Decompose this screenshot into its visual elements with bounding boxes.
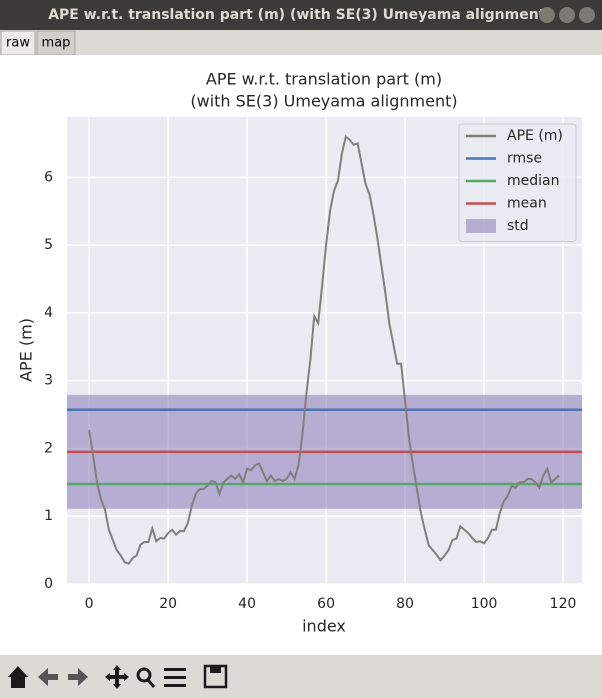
y-tick-label: 1 — [44, 508, 53, 524]
x-tick-label: 100 — [471, 596, 498, 612]
zoom-button[interactable] — [136, 667, 152, 683]
x-tick-label: 120 — [550, 596, 577, 612]
toolbar — [0, 655, 602, 698]
legend-swatch — [466, 219, 496, 233]
subplots-button[interactable] — [164, 668, 186, 671]
x-tick-label: 80 — [396, 596, 414, 612]
chart-title: APE w.r.t. translation part (m) — [206, 70, 442, 89]
maximize-button[interactable] — [559, 7, 575, 23]
legend-label: std — [507, 218, 529, 234]
tab[interactable] — [0, 30, 36, 56]
legend-label: mean — [507, 196, 547, 212]
legend-label: APE (m) — [507, 128, 563, 144]
chart-subtitle: (with SE(3) Umeyama alignment) — [190, 92, 457, 111]
title-bar — [0, 0, 602, 30]
y-tick-label: 3 — [44, 373, 53, 389]
x-tick-label: 60 — [317, 596, 335, 612]
x-tick-label: 20 — [159, 596, 177, 612]
forward-button[interactable] — [68, 668, 88, 686]
window-title: APE w.r.t. translation part (m) (with SE… — [48, 7, 552, 23]
toolbar-icons — [8, 664, 228, 689]
x-axis-label: index — [302, 617, 346, 636]
legend-box — [458, 123, 577, 242]
x-tick-label: 40 — [238, 596, 256, 612]
y-tick-label: 2 — [44, 440, 53, 456]
back-button[interactable] — [38, 668, 58, 686]
tab-label[interactable]: map — [42, 36, 71, 51]
y-tick-label: 6 — [44, 169, 53, 185]
y-tick-label: 0 — [44, 576, 53, 592]
legend-label: rmse — [507, 151, 542, 167]
y-tick-label: 5 — [44, 237, 53, 253]
y-axis-label: APE (m) — [17, 318, 36, 382]
tab-label[interactable]: raw — [6, 36, 30, 51]
subplots-bar — [164, 684, 186, 687]
tab-bar — [0, 30, 602, 55]
subplots-bar — [164, 676, 186, 679]
data-line — [88, 134, 560, 565]
tab[interactable] — [36, 30, 76, 56]
zoom-handle — [146, 679, 156, 688]
y-tick-label: 4 — [44, 305, 53, 321]
pan-button[interactable] — [105, 665, 129, 689]
minimize-button[interactable] — [539, 7, 555, 23]
close-button[interactable] — [579, 7, 595, 23]
x-tick-label: 0 — [85, 596, 94, 612]
save-icon-part — [210, 666, 221, 673]
legend-label: median — [507, 173, 559, 189]
home-button[interactable] — [8, 666, 28, 688]
